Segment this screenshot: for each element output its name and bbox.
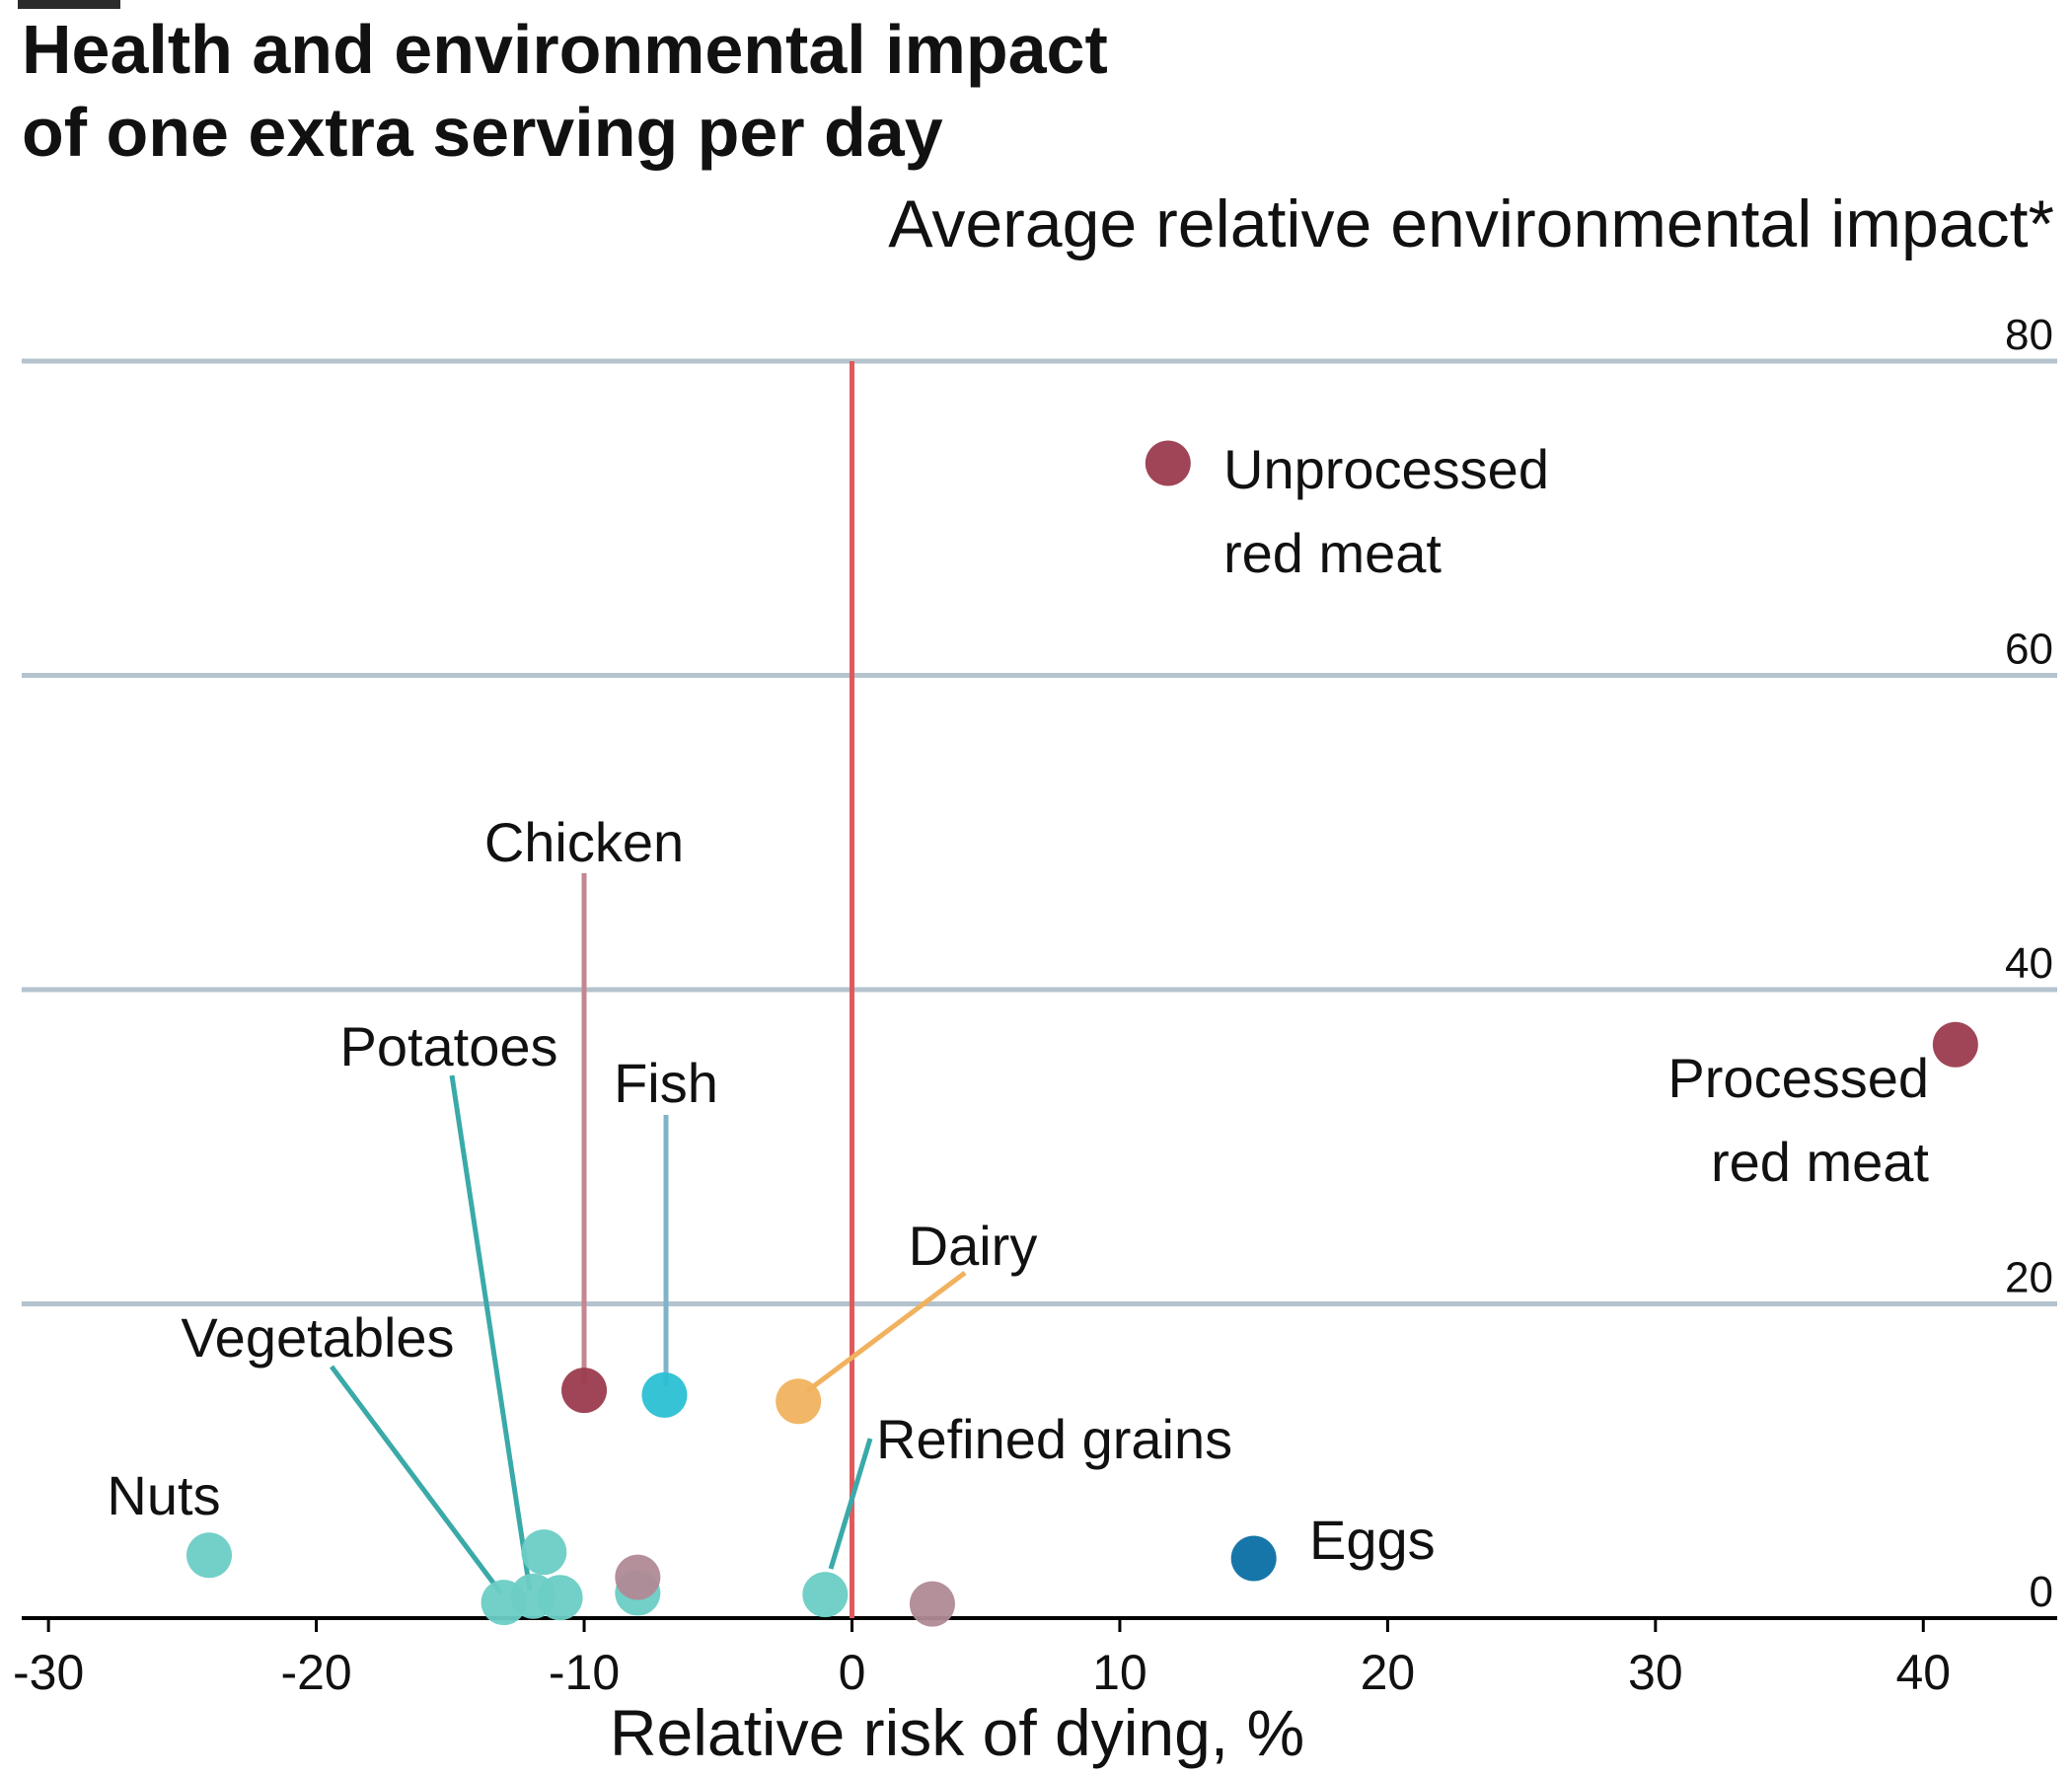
point-dairy xyxy=(776,1378,822,1425)
chart-subtitle: of one extra serving per day xyxy=(22,94,943,171)
x-tick-label-0: 0 xyxy=(839,1645,866,1700)
label-processed-red-meat-line-2: red meat xyxy=(1711,1131,1929,1193)
x-tick-label-30: 30 xyxy=(1628,1645,1683,1700)
point-refined-grains xyxy=(802,1572,849,1618)
leader-line-vegetables xyxy=(329,1365,504,1595)
chart-title: Health and environmental impact xyxy=(22,11,1108,88)
label-vegetables: Vegetables xyxy=(181,1306,454,1369)
point-eggs xyxy=(1230,1535,1277,1582)
x-tick-label-20: 20 xyxy=(1361,1645,1416,1700)
leader-line-refined-grains xyxy=(828,1438,873,1570)
point-13 xyxy=(615,1554,661,1600)
point-processed-red-meat xyxy=(1932,1021,1978,1068)
label-dairy: Dairy xyxy=(909,1215,1038,1277)
title-block: Health and environmental impact of one e… xyxy=(22,8,1108,174)
x-tick-label--20: -20 xyxy=(280,1645,351,1700)
y-tick-label-80: 80 xyxy=(2005,311,2053,359)
y-tick-label-40: 40 xyxy=(2005,939,2053,988)
label-unprocessed-red-meat-line-2: red meat xyxy=(1223,522,1442,584)
y-tick-label-0: 0 xyxy=(2030,1568,2053,1616)
point-10 xyxy=(521,1529,567,1576)
point-nuts xyxy=(186,1532,233,1579)
label-chicken: Chicken xyxy=(484,811,684,873)
point-fish xyxy=(641,1371,688,1418)
label-refined-grains: Refined grains xyxy=(876,1408,1232,1470)
label-eggs: Eggs xyxy=(1309,1509,1436,1571)
point-14 xyxy=(909,1581,955,1627)
y-tick-label-60: 60 xyxy=(2005,626,2053,674)
x-axis-label: Relative risk of dying, % xyxy=(609,1696,1305,1769)
y-tick-label-20: 20 xyxy=(2005,1254,2053,1302)
point-chicken xyxy=(561,1368,608,1414)
label-nuts: Nuts xyxy=(107,1464,220,1526)
leader-line-dairy xyxy=(805,1271,967,1393)
label-processed-red-meat-line-1: Processed xyxy=(1667,1047,1929,1109)
x-tick-label--10: -10 xyxy=(549,1645,620,1700)
label-unprocessed-red-meat-line-1: Unprocessed xyxy=(1223,438,1549,500)
leader-line-potatoes xyxy=(449,1074,533,1591)
label-fish: Fish xyxy=(614,1052,718,1114)
y-axis-label: Average relative environmental impact* xyxy=(888,186,2054,261)
x-tick-label-40: 40 xyxy=(1895,1645,1951,1700)
label-potatoes: Potatoes xyxy=(339,1015,557,1077)
x-tick-label-10: 10 xyxy=(1092,1645,1147,1700)
header-tag-bar xyxy=(18,0,120,9)
point-unprocessed-red-meat xyxy=(1145,440,1191,486)
point-11 xyxy=(537,1575,583,1621)
x-tick-label--30: -30 xyxy=(13,1645,84,1700)
